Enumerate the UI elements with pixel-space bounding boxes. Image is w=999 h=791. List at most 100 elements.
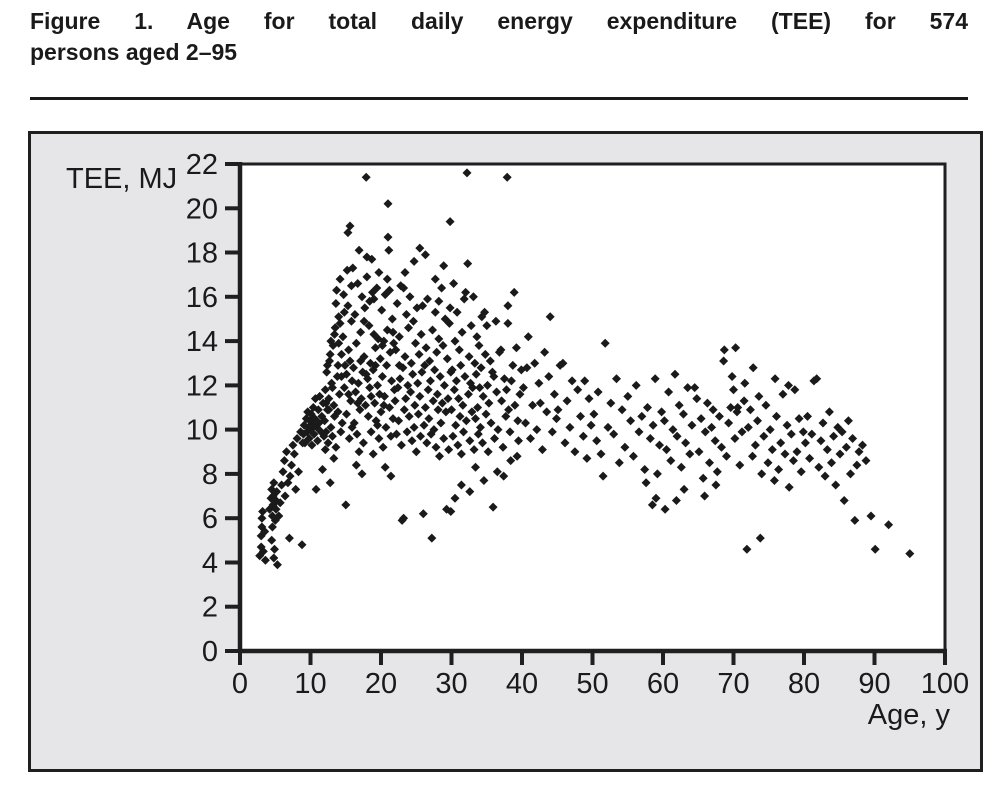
data-point <box>549 389 559 399</box>
data-point <box>361 400 370 410</box>
data-point <box>452 307 462 317</box>
data-point <box>841 442 851 452</box>
data-point <box>320 385 330 395</box>
data-point <box>687 420 697 430</box>
data-point <box>443 394 453 404</box>
data-point <box>784 380 793 390</box>
data-point <box>379 400 389 410</box>
data-point <box>660 504 670 514</box>
data-point <box>503 318 513 328</box>
x-tick-label: 0 <box>232 668 248 700</box>
data-point <box>377 305 387 315</box>
data-point <box>481 409 491 419</box>
data-point <box>722 451 731 461</box>
data-point <box>341 500 351 510</box>
data-point <box>759 431 769 441</box>
data-point <box>483 380 492 390</box>
data-point <box>648 420 658 430</box>
data-point <box>381 422 391 432</box>
data-point <box>692 394 702 404</box>
data-point <box>380 462 390 472</box>
data-point <box>521 418 530 428</box>
data-point <box>589 409 599 419</box>
data-point <box>737 427 747 437</box>
data-point <box>405 292 415 302</box>
data-point <box>456 480 466 490</box>
data-point <box>258 546 268 556</box>
data-point <box>383 199 393 209</box>
data-point <box>354 447 364 457</box>
data-point <box>596 449 606 459</box>
y-tick-label: 0 <box>202 636 218 668</box>
data-point <box>472 332 482 342</box>
data-point <box>733 403 743 412</box>
data-point <box>528 400 538 410</box>
x-tick-label: 30 <box>435 668 467 700</box>
data-point <box>662 445 671 455</box>
data-point <box>339 307 349 317</box>
data-point <box>858 440 867 450</box>
data-point <box>780 449 790 459</box>
data-point <box>784 482 794 492</box>
data-point <box>322 360 332 370</box>
data-point <box>459 427 468 437</box>
data-point <box>640 465 650 474</box>
data-point <box>518 383 528 393</box>
chart-panel: 0 2 4 6 8 10 12 14 16 18 20 22 0 10 20 30 40 50 60 70 80 90 10… <box>28 131 983 772</box>
data-point <box>461 416 471 426</box>
data-point <box>459 294 469 304</box>
data-point <box>326 336 336 346</box>
data-point <box>502 385 511 395</box>
data-point <box>269 553 279 563</box>
x-tick-label: 40 <box>506 668 538 700</box>
data-point <box>257 513 267 523</box>
data-point <box>712 467 722 477</box>
data-point <box>399 513 409 523</box>
data-point <box>357 469 367 479</box>
data-point <box>269 478 279 488</box>
data-point <box>374 268 384 277</box>
data-point <box>375 354 385 364</box>
data-point <box>558 358 568 368</box>
data-point <box>422 438 432 448</box>
data-point <box>451 376 461 386</box>
data-point <box>370 360 380 370</box>
data-point <box>378 442 388 452</box>
plot-area <box>238 162 947 653</box>
data-point <box>573 385 583 395</box>
data-point <box>417 367 427 377</box>
data-point <box>432 347 442 357</box>
data-point <box>260 555 270 565</box>
data-point <box>475 422 485 432</box>
data-point <box>623 391 633 401</box>
data-point <box>498 442 508 452</box>
data-point <box>370 398 380 408</box>
data-point <box>717 442 726 452</box>
data-point <box>463 259 473 269</box>
data-point <box>363 411 373 421</box>
data-point <box>485 356 495 366</box>
y-axis: 0 2 4 6 8 10 12 14 16 18 20 22 <box>186 149 240 668</box>
y-axis-label: TEE, MJ <box>66 163 177 195</box>
data-point <box>848 434 858 443</box>
data-point <box>342 369 351 379</box>
data-point <box>400 352 410 362</box>
data-point <box>694 447 704 457</box>
data-point <box>540 347 550 357</box>
data-point <box>322 367 332 377</box>
data-point <box>329 453 339 463</box>
x-tick-label: 50 <box>576 668 608 700</box>
data-point <box>708 405 718 415</box>
data-point <box>800 438 810 448</box>
data-point <box>470 358 480 368</box>
data-point <box>393 383 403 393</box>
data-point <box>335 318 345 328</box>
data-point <box>313 436 323 446</box>
data-point <box>267 484 277 494</box>
data-point <box>418 509 428 519</box>
data-point <box>365 358 375 368</box>
data-point <box>439 261 449 271</box>
data-point <box>337 418 347 428</box>
x-axis-label: Age, y <box>868 699 951 731</box>
data-point <box>807 429 817 439</box>
